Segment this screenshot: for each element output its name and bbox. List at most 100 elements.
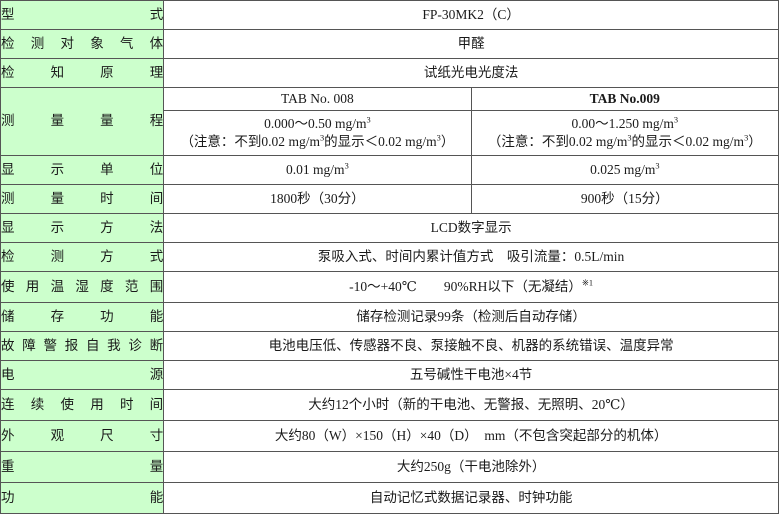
note-unit-2: mg/m — [712, 134, 745, 149]
row-value-display-unit-tab009: 0.025 mg/m3 — [470, 155, 780, 185]
label-char: 示 — [50, 219, 65, 235]
label-chars-display-unit: 显 示 单 位 — [1, 161, 163, 179]
table-row-principle: 检 知 原 理 试纸光电光度法 — [0, 58, 779, 88]
label-char: 观 — [50, 427, 65, 443]
note-exponent-2: 3 — [744, 133, 749, 143]
range-tab009-note: （注意：不到0.02 mg/m3的显示＜0.02 mg/m3） — [472, 133, 778, 151]
note-middle: 的显示＜0.02 — [631, 134, 710, 149]
table-row-continuous-use: 连 续 使 用 时 间 大约12个小时（新的干电池、无警报、无照明、20℃） — [0, 389, 779, 421]
label-char: 体 — [149, 35, 164, 51]
label-char: 电 — [1, 366, 15, 382]
label-char: 湿 — [75, 278, 89, 294]
row-label-temp-humidity: 使 用 温 湿 度 范 围 — [0, 271, 165, 303]
range-tab008-unit: mg/m — [334, 115, 367, 131]
label-char: 气 — [119, 35, 134, 51]
label-char: 方 — [100, 248, 114, 264]
row-label-dimensions: 外 观 尺 寸 — [0, 420, 165, 452]
unit-text: mg/m — [623, 161, 656, 177]
label-char: 象 — [90, 35, 104, 51]
range-tab009-line1: 0.00～1.250 mg/m3 — [472, 115, 778, 133]
label-char: 原 — [100, 64, 114, 80]
row-value-functions: 自动记忆式数据记录器、时钟功能 — [163, 482, 779, 514]
range-tab008-value: 0.000～0.50 — [264, 115, 332, 131]
label-char: 时 — [119, 396, 134, 412]
label-char: 对 — [60, 35, 74, 51]
unit-exponent: 3 — [344, 161, 349, 171]
note-exponent-1: 3 — [627, 133, 632, 143]
label-char: 重 — [1, 458, 15, 474]
unit-value: 0.01 — [286, 161, 310, 177]
label-char: 储 — [1, 308, 15, 324]
label-char: 我 — [107, 337, 121, 353]
row-label-functions: 功 能 — [0, 482, 165, 514]
table-row-power: 电 源 五号碱性干电池×4节 — [0, 360, 779, 390]
label-char: 外 — [1, 427, 15, 443]
row-value-principle: 试纸光电光度法 — [163, 58, 779, 88]
label-char: 位 — [149, 161, 164, 177]
label-char: 警 — [43, 337, 57, 353]
label-char: 时 — [100, 190, 114, 206]
row-value-measure-time-tab009: 900秒（15分） — [470, 184, 780, 214]
row-value-temp-humidity: -10～+40℃ 90%RH以下（无凝结）※1 — [163, 271, 779, 303]
label-chars-power: 电 源 — [1, 366, 163, 384]
label-char: 使 — [1, 278, 15, 294]
row-label-model: 型 式 — [0, 0, 165, 30]
label-char: 量 — [149, 458, 164, 474]
label-chars-principle: 检 知 原 理 — [1, 64, 163, 82]
table-row-functions: 功 能 自动记忆式数据记录器、时钟功能 — [0, 482, 779, 514]
label-char: 测 — [1, 113, 15, 129]
label-char: 故 — [1, 337, 15, 353]
table-row-target-gas: 检 测 对 象 气 体 甲醛 — [0, 29, 779, 59]
label-char: 测 — [1, 190, 15, 206]
table-row-detect-method: 检 测 方 式 泵吸入式、时间内累计值方式 吸引流量：0.5L/min — [0, 242, 779, 272]
label-char: 用 — [90, 396, 104, 412]
table-row-display-unit: 显 示 单 位 0.01 mg/m3 0.025 mg/m3 — [0, 155, 780, 185]
row-value-target-gas: 甲醛 — [163, 29, 779, 59]
display-unit-tab008: 0.01 mg/m3 — [286, 162, 349, 177]
label-chars-range: 测 量 量 程 — [1, 112, 163, 130]
label-char: 温 — [50, 278, 65, 294]
row-label-display-unit: 显 示 单 位 — [0, 155, 165, 185]
label-char: 间 — [149, 396, 164, 412]
label-char: 间 — [149, 190, 164, 206]
label-char: 显 — [1, 161, 15, 177]
row-value-display-unit-tab008: 0.01 mg/m3 — [163, 155, 472, 185]
label-chars-detect-method: 检 测 方 式 — [1, 248, 163, 266]
label-char: 度 — [100, 278, 114, 294]
unit-value: 0.025 — [590, 161, 621, 177]
row-label-measure-time: 测 量 时 间 — [0, 184, 165, 214]
label-char: 型 — [1, 6, 15, 22]
label-chars-dimensions: 外 观 尺 寸 — [1, 427, 163, 445]
label-char: 诊 — [128, 337, 142, 353]
table-row-temp-humidity: 使 用 温 湿 度 范 围 -10～+40℃ 90%RH以下（无凝结）※1 — [0, 271, 779, 303]
label-char: 寸 — [149, 427, 164, 443]
label-char: 障 — [22, 337, 36, 353]
label-char: 尺 — [100, 427, 114, 443]
row-value-display-method: LCD数字显示 — [163, 213, 779, 243]
label-chars-functions: 功 能 — [1, 489, 163, 507]
label-char: 报 — [64, 337, 79, 353]
table-row-weight: 重 量 大约250g（干电池除外） — [0, 451, 779, 483]
row-label-display-method: 显 示 方 法 — [0, 213, 165, 243]
note-suffix: ） — [748, 134, 762, 149]
row-label-weight: 重 量 — [0, 451, 165, 483]
note-prefix: （注意：不到0.02 — [487, 134, 593, 149]
label-chars-temp-humidity: 使 用 温 湿 度 范 围 — [1, 278, 163, 296]
label-chars-display-method: 显 示 方 法 — [1, 219, 163, 237]
row-label-detect-method: 检 测 方 式 — [0, 242, 165, 272]
label-char: 检 — [1, 64, 15, 80]
label-char: 连 — [1, 396, 15, 412]
note-unit-1: mg/m — [288, 134, 320, 149]
note-unit-2: mg/m — [405, 134, 437, 149]
range-tab008-note: （注意：不到0.02 mg/m3的显示＜0.02 mg/m3） — [164, 133, 470, 151]
label-char: 存 — [50, 308, 65, 324]
table-row-display-method: 显 示 方 法 LCD数字显示 — [0, 213, 779, 243]
row-value-weight: 大约250g（干电池除外） — [163, 451, 779, 483]
note-unit-1: mg/m — [595, 134, 628, 149]
label-char: 围 — [149, 278, 164, 294]
label-char: 量 — [50, 190, 65, 206]
row-value-range-tab009: 0.00～1.250 mg/m3 （注意：不到0.02 mg/m3的显示＜0.0… — [470, 110, 780, 156]
row-label-target-gas: 检 测 对 象 气 体 — [0, 29, 165, 59]
row-value-detect-method: 泵吸入式、时间内累计值方式 吸引流量：0.5L/min — [163, 242, 779, 272]
